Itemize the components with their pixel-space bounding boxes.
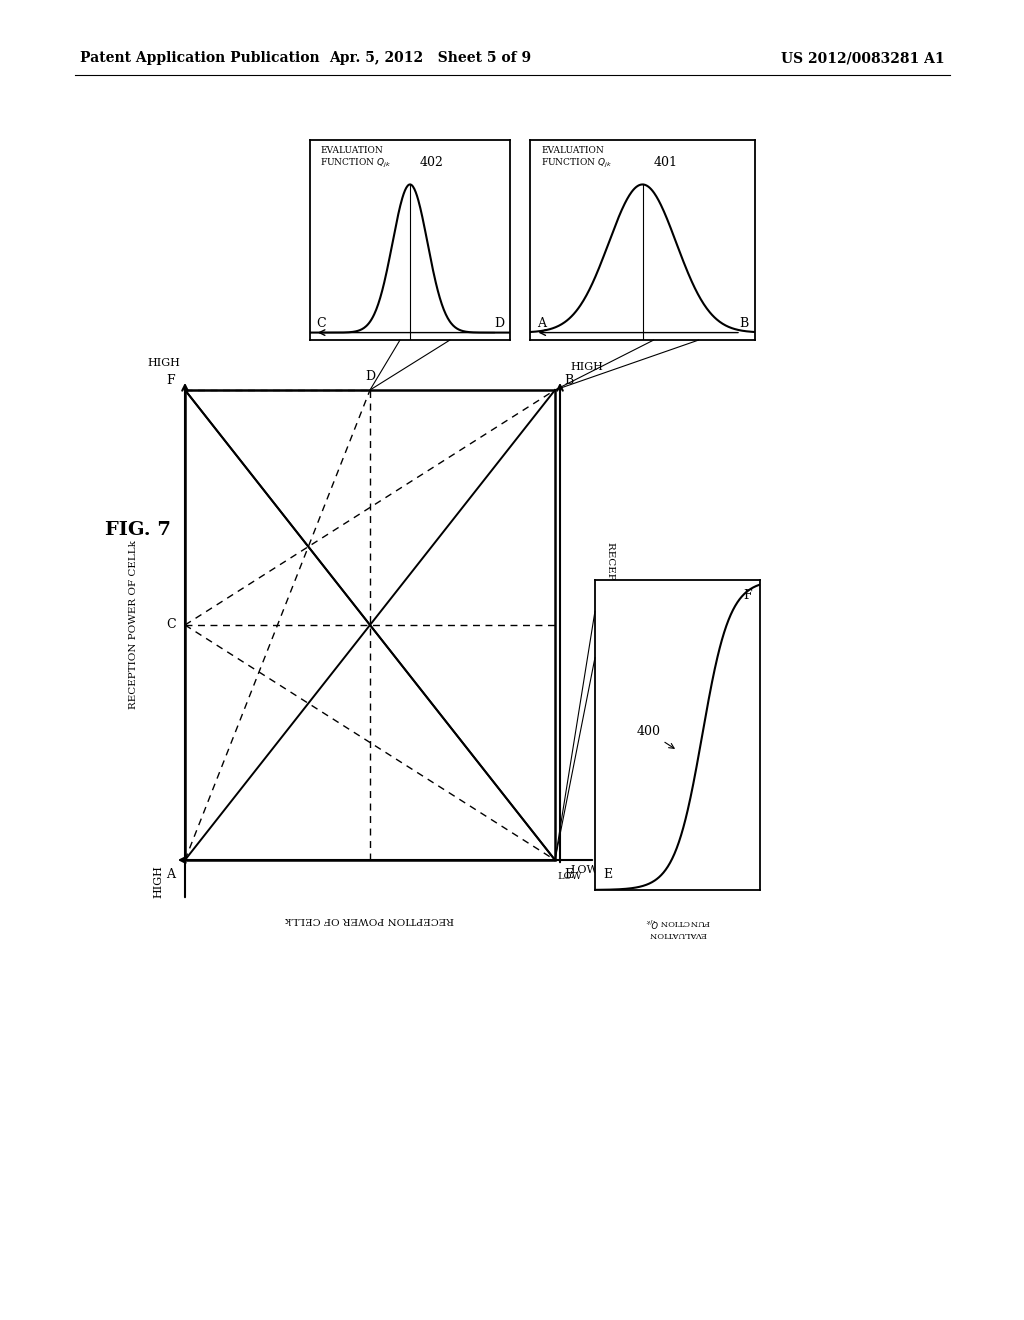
Text: C: C xyxy=(316,317,326,330)
Text: HIGH: HIGH xyxy=(570,362,603,372)
Text: Patent Application Publication: Patent Application Publication xyxy=(80,51,319,65)
Text: F: F xyxy=(167,374,175,387)
Bar xyxy=(185,389,555,861)
Text: D: D xyxy=(365,370,375,383)
Text: EVALUATION
FUNCTION $Q_{jk}$: EVALUATION FUNCTION $Q_{jk}$ xyxy=(319,147,391,170)
Text: 400: 400 xyxy=(636,725,674,748)
Text: 402: 402 xyxy=(420,156,443,169)
Text: 401: 401 xyxy=(653,156,678,169)
Text: FIG. 7: FIG. 7 xyxy=(105,521,171,539)
Text: RECEPTION POWER OF CELLj: RECEPTION POWER OF CELLj xyxy=(605,543,614,708)
Text: EVALUATION
FUNCTION $Q_{jk}$: EVALUATION FUNCTION $Q_{jk}$ xyxy=(644,915,711,937)
Text: EVALUATION
FUNCTION $Q_{jk}$: EVALUATION FUNCTION $Q_{jk}$ xyxy=(542,147,612,170)
Text: HIGH: HIGH xyxy=(147,358,180,368)
Text: RECEPTION POWER OF CELLk: RECEPTION POWER OF CELLk xyxy=(128,541,137,709)
Text: US 2012/0083281 A1: US 2012/0083281 A1 xyxy=(781,51,945,65)
Text: B: B xyxy=(564,374,573,387)
Text: A: A xyxy=(537,317,546,330)
Text: D: D xyxy=(494,317,504,330)
Text: F: F xyxy=(743,589,752,602)
Text: E: E xyxy=(603,867,612,880)
Text: LOW: LOW xyxy=(570,865,598,875)
Text: RECEPTION POWER OF CELLk: RECEPTION POWER OF CELLk xyxy=(286,915,455,924)
Text: E: E xyxy=(564,867,573,880)
Text: LOW: LOW xyxy=(557,871,582,880)
Text: B: B xyxy=(739,317,749,330)
Text: C: C xyxy=(166,619,176,631)
Text: HIGH: HIGH xyxy=(153,865,163,898)
Text: A: A xyxy=(167,867,175,880)
Text: Apr. 5, 2012   Sheet 5 of 9: Apr. 5, 2012 Sheet 5 of 9 xyxy=(329,51,531,65)
